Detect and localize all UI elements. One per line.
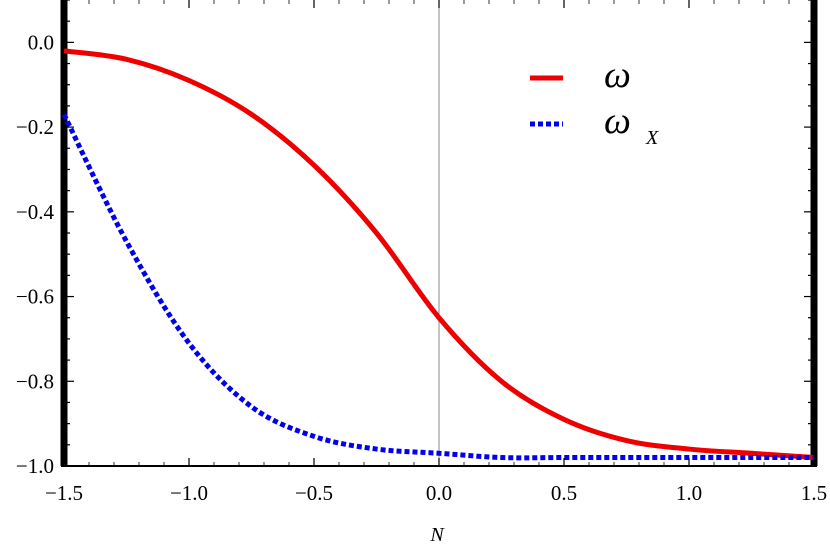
- x-tick-label: 1.5: [801, 481, 827, 505]
- y-tick-label: −0.4: [16, 200, 55, 224]
- legend-label-omega: ω: [604, 54, 631, 96]
- omega-line: [63, 48, 815, 461]
- omega-x-line: [61, 113, 814, 461]
- x-tick-labels: −1.5 −1.0 −0.5 0.0 0.5 1.0 1.5: [45, 481, 827, 505]
- x-tick-label: −1.5: [45, 481, 83, 505]
- y-tick-label: −0.6: [16, 285, 54, 309]
- x-tick-label: 1.0: [676, 481, 702, 505]
- y-tick-label: −0.2: [16, 115, 54, 139]
- y-tick-label: −0.8: [16, 369, 54, 393]
- legend: ωω X: [530, 54, 659, 149]
- x-tick-label: −1.0: [170, 481, 208, 505]
- x-tick-label: 0.5: [551, 481, 577, 505]
- y-tick-label: −1.0: [16, 454, 54, 478]
- series-lines: [61, 48, 815, 461]
- legend-label-omega-x: ω: [604, 100, 631, 142]
- tick-marks: [63, 0, 815, 467]
- x-tick-label: 0.0: [426, 481, 452, 505]
- y-tick-labels: 0.0 −0.2 −0.4 −0.6 −0.8 −1.0: [16, 30, 55, 478]
- y-tick-label: 0.0: [28, 30, 54, 54]
- x-tick-label: −0.5: [295, 481, 333, 505]
- x-axis-title: N: [429, 524, 445, 546]
- legend-label-subscript: X: [645, 127, 659, 149]
